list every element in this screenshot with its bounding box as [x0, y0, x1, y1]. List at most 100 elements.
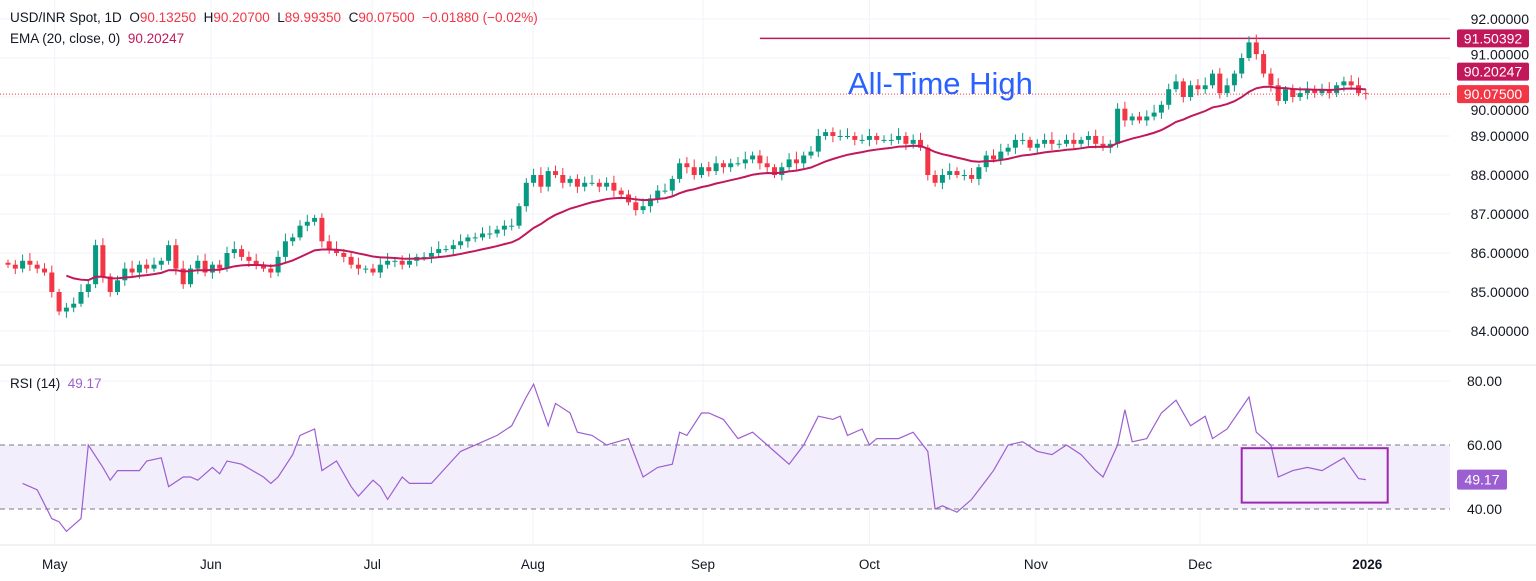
candle-up — [1012, 134, 1018, 154]
candle-body — [633, 202, 639, 211]
candle-down — [1261, 50, 1267, 78]
candle-body — [574, 178, 580, 187]
candle-up — [881, 135, 887, 144]
candle-body — [151, 264, 157, 269]
candle-up — [188, 264, 193, 288]
candle-body — [523, 182, 529, 207]
candle-body — [1224, 85, 1230, 94]
candle-body — [815, 136, 821, 152]
rsi-label-text: 49.17 — [1464, 472, 1499, 488]
candle-up — [677, 158, 683, 183]
candle-up — [582, 176, 588, 192]
candle-body — [647, 198, 653, 207]
candle-body — [998, 151, 1004, 160]
candle-body — [1246, 42, 1252, 58]
candle-body — [567, 178, 573, 183]
candle-down — [1100, 136, 1106, 151]
candle-up — [1085, 131, 1091, 147]
candle-up — [78, 284, 84, 307]
candle-up — [407, 253, 412, 268]
candle-up — [487, 225, 493, 239]
candle-up — [501, 220, 507, 236]
candle-up — [699, 163, 704, 179]
candle-body — [845, 136, 850, 137]
candle-up — [845, 128, 850, 140]
candle-body — [1078, 139, 1084, 144]
candle-down — [954, 167, 960, 179]
candle-body — [786, 159, 792, 168]
candle-up — [1188, 80, 1194, 101]
candle-up — [779, 162, 785, 181]
candle-body — [1312, 89, 1318, 94]
candle-up — [472, 232, 478, 243]
candle-body — [188, 268, 193, 285]
candle-up — [297, 220, 303, 241]
time-axis-tick: Nov — [1024, 557, 1048, 572]
candle-down — [129, 260, 135, 277]
candle-up — [866, 128, 872, 147]
change-value: −0.01880 (−0.02%) — [422, 10, 538, 25]
all-time-high-annotation: All-Time High — [848, 66, 1033, 101]
candle-body — [837, 136, 843, 137]
candle-body — [392, 260, 398, 262]
candle-body — [553, 171, 558, 175]
candle-up — [1042, 133, 1048, 148]
candle-up — [1231, 70, 1237, 92]
candle-down — [1137, 111, 1142, 124]
candle-body — [779, 167, 785, 175]
candle-down — [1122, 101, 1128, 127]
candle-body — [480, 233, 485, 238]
candle-body — [122, 268, 128, 281]
candle-up — [85, 280, 91, 298]
candle-up — [531, 168, 537, 187]
candle-body — [1180, 81, 1186, 97]
candle-body — [268, 268, 274, 273]
candle-body — [209, 264, 215, 273]
candle-down — [874, 132, 880, 145]
price-label: 90.07500 — [1457, 85, 1529, 104]
candle-body — [282, 241, 288, 257]
candle-down — [355, 257, 361, 275]
candle-down — [12, 260, 18, 275]
candle-up — [1151, 104, 1157, 121]
candle-body — [859, 139, 865, 141]
candle-body — [509, 225, 515, 227]
candle-body — [1341, 81, 1347, 86]
candle-body — [618, 190, 624, 195]
candle-up — [465, 234, 471, 248]
candle-body — [49, 272, 55, 292]
candle-body — [326, 241, 332, 250]
candle-body — [976, 167, 982, 179]
candle-body — [428, 253, 434, 257]
candle-body — [1115, 108, 1121, 144]
candle-down — [1027, 136, 1033, 151]
candle-up — [1173, 74, 1179, 93]
candle-body — [720, 163, 726, 168]
candle-down — [217, 260, 223, 274]
candle-body — [348, 256, 354, 265]
candle-body — [1064, 139, 1069, 144]
candle-body — [385, 260, 391, 265]
candle-body — [319, 217, 325, 242]
candle-down — [969, 167, 975, 183]
candle-body — [888, 139, 894, 141]
candle-up — [1158, 100, 1164, 119]
symbol-title: USD/INR Spot, 1D — [10, 10, 122, 25]
candle-up — [20, 254, 26, 273]
candle-body — [1137, 116, 1142, 121]
candle-up — [158, 257, 164, 271]
candle-body — [1319, 89, 1325, 94]
candle-body — [699, 167, 704, 175]
candle-down — [5, 259, 11, 268]
candle-up — [1078, 136, 1084, 148]
high-label: H — [203, 10, 214, 25]
candle-body — [1188, 85, 1194, 97]
low-label: L — [277, 10, 285, 25]
candle-body — [217, 264, 223, 269]
candle-body — [1012, 139, 1018, 148]
candle-body — [713, 163, 719, 172]
candle-body — [1202, 85, 1208, 90]
candle-body — [772, 167, 777, 175]
candle-body — [1283, 89, 1288, 101]
